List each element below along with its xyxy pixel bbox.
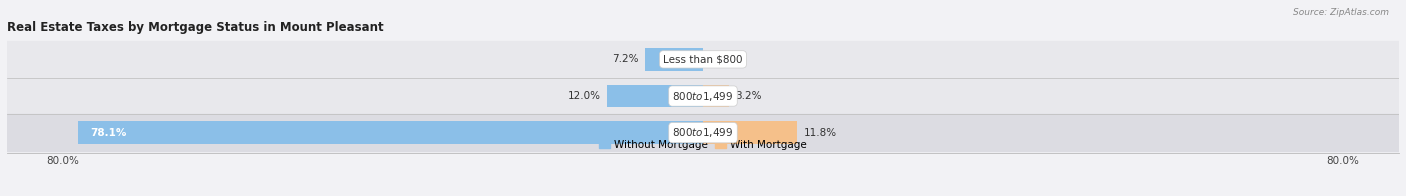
Text: 11.8%: 11.8%	[804, 128, 837, 138]
Bar	[703, 85, 728, 107]
Text: $800 to $1,499: $800 to $1,499	[672, 90, 734, 103]
Legend: Without Mortgage, With Mortgage: Without Mortgage, With Mortgage	[599, 140, 807, 150]
Text: 7.2%: 7.2%	[613, 54, 638, 64]
Text: Less than $800: Less than $800	[664, 54, 742, 64]
Bar	[7, 78, 1399, 114]
Text: 0.0%: 0.0%	[710, 54, 735, 64]
Text: $800 to $1,499: $800 to $1,499	[672, 126, 734, 139]
Text: Real Estate Taxes by Mortgage Status in Mount Pleasant: Real Estate Taxes by Mortgage Status in …	[7, 21, 384, 34]
Text: 12.0%: 12.0%	[568, 91, 600, 101]
Bar	[79, 121, 703, 144]
Text: 78.1%: 78.1%	[90, 128, 127, 138]
Text: Source: ZipAtlas.com: Source: ZipAtlas.com	[1294, 8, 1389, 17]
Bar	[607, 85, 703, 107]
Bar	[703, 121, 797, 144]
Bar	[7, 114, 1399, 151]
Bar	[7, 41, 1399, 78]
Text: 3.2%: 3.2%	[735, 91, 762, 101]
Bar	[645, 48, 703, 71]
